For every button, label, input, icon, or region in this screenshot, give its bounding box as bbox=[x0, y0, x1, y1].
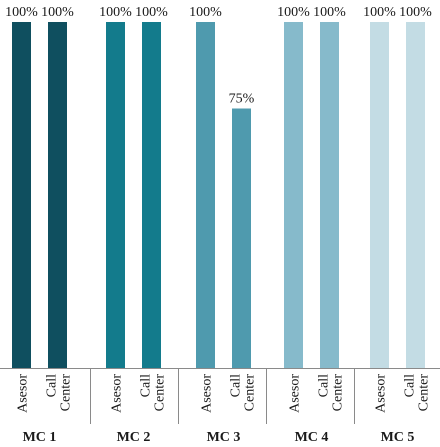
x-tick-label: Asesor bbox=[288, 374, 303, 413]
bar bbox=[370, 22, 389, 368]
group-label: MC 5 bbox=[381, 430, 415, 445]
bar bbox=[142, 22, 161, 368]
bar bbox=[406, 22, 425, 368]
group-label: MC 3 bbox=[207, 430, 241, 445]
data-label: 100% bbox=[5, 5, 38, 20]
data-label: 100% bbox=[99, 5, 132, 20]
group-label: MC 2 bbox=[117, 430, 151, 445]
x-tick-label: CallCenter bbox=[317, 374, 346, 412]
x-tick-label: CallCenter bbox=[229, 374, 258, 412]
bar bbox=[106, 22, 125, 368]
data-label: 100% bbox=[399, 5, 432, 20]
x-tick-label: Asesor bbox=[200, 374, 215, 413]
bar bbox=[12, 22, 31, 368]
data-label: 100% bbox=[313, 5, 346, 20]
x-tick-label: Asesor bbox=[110, 374, 125, 413]
x-tick-label: Asesor bbox=[16, 374, 31, 413]
bar bbox=[320, 22, 339, 368]
x-tick-label: CallCenter bbox=[403, 374, 432, 412]
data-label: 75% bbox=[229, 92, 255, 107]
bar bbox=[284, 22, 303, 368]
group-label: MC 1 bbox=[23, 430, 57, 445]
x-tick-label: Asesor bbox=[374, 374, 389, 413]
bar bbox=[196, 22, 215, 368]
bar bbox=[232, 108, 251, 368]
data-label: 100% bbox=[363, 5, 396, 20]
data-label: 100% bbox=[189, 5, 222, 20]
x-tick-label: CallCenter bbox=[45, 374, 74, 412]
data-label: 100% bbox=[277, 5, 310, 20]
data-label: 100% bbox=[135, 5, 168, 20]
data-label: 100% bbox=[41, 5, 74, 20]
group-label: MC 4 bbox=[295, 430, 329, 445]
bar bbox=[48, 22, 67, 368]
x-tick-label: CallCenter bbox=[139, 374, 168, 412]
